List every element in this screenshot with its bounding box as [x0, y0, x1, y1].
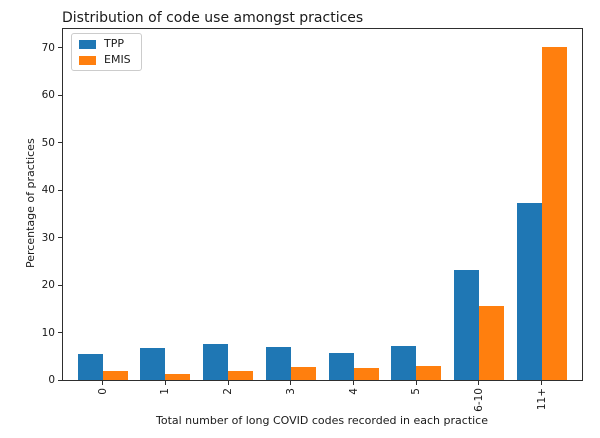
x-tick-mark — [227, 381, 229, 385]
bar-emis-1 — [165, 373, 191, 380]
y-tick-label: 0 — [48, 374, 55, 386]
x-tick-mark — [353, 381, 355, 385]
bar-tpp-11+ — [516, 202, 542, 380]
x-tick-mark — [415, 381, 417, 385]
y-tick-label: 70 — [41, 41, 55, 54]
bar-emis-0 — [102, 370, 128, 380]
y-tick-mark — [58, 379, 62, 381]
y-tick-label: 60 — [41, 89, 55, 102]
bar-tpp-5 — [391, 346, 417, 380]
bar-emis-3 — [290, 367, 316, 380]
legend: TPP EMIS — [71, 33, 142, 71]
legend-item-tpp: TPP — [79, 38, 131, 50]
x-tick-label: 0 — [96, 388, 109, 395]
bar-emis-11+ — [541, 46, 567, 380]
bar-emis-2 — [228, 371, 254, 380]
legend-item-emis: EMIS — [79, 54, 131, 66]
y-tick-mark — [58, 332, 62, 334]
x-tick-label: 5 — [410, 388, 423, 395]
legend-swatch-emis — [79, 55, 96, 65]
x-tick-mark — [102, 381, 104, 385]
y-tick-label: 50 — [41, 136, 55, 149]
legend-label: TPP — [104, 37, 124, 50]
y-tick-mark — [58, 284, 62, 286]
x-tick-label: 11+ — [535, 388, 548, 411]
plot-area: 0 10 20 30 40 50 60 70 0 1 2 3 4 5 6-10 11+ TPP EMIS — [42, 28, 583, 412]
y-tick-mark — [58, 189, 62, 191]
y-tick-mark — [58, 47, 62, 49]
bar-emis-6-10 — [478, 305, 504, 380]
x-tick-label: 4 — [347, 388, 360, 395]
y-tick-mark — [58, 237, 62, 239]
bar-tpp-6-10 — [453, 270, 479, 380]
x-tick-label: 1 — [159, 388, 172, 395]
x-tick-mark — [478, 381, 480, 385]
legend-swatch-tpp — [79, 39, 96, 49]
y-tick-mark — [58, 94, 62, 96]
bar-tpp-4 — [328, 352, 354, 380]
bar-tpp-0 — [77, 354, 103, 380]
bar-emis-4 — [353, 367, 379, 380]
y-tick-mark — [58, 142, 62, 144]
bar-emis-5 — [416, 365, 442, 380]
x-tick-label: 3 — [284, 388, 297, 395]
x-axis-label: Total number of long COVID codes recorde… — [156, 414, 488, 427]
x-tick-label: 6-10 — [472, 388, 485, 412]
y-tick-label: 40 — [41, 184, 55, 197]
bar-tpp-1 — [140, 348, 166, 380]
bar-tpp-3 — [265, 347, 291, 380]
y-tick-label: 20 — [41, 279, 55, 292]
x-tick-mark — [290, 381, 292, 385]
y-tick-label: 30 — [41, 231, 55, 244]
legend-label: EMIS — [104, 53, 131, 66]
x-tick-label: 2 — [222, 388, 235, 395]
bar-tpp-2 — [203, 344, 229, 380]
chart-title: Distribution of code use amongst practic… — [62, 10, 364, 26]
y-tick-label: 10 — [41, 326, 55, 339]
x-tick-mark — [164, 381, 166, 385]
x-tick-mark — [541, 381, 543, 385]
